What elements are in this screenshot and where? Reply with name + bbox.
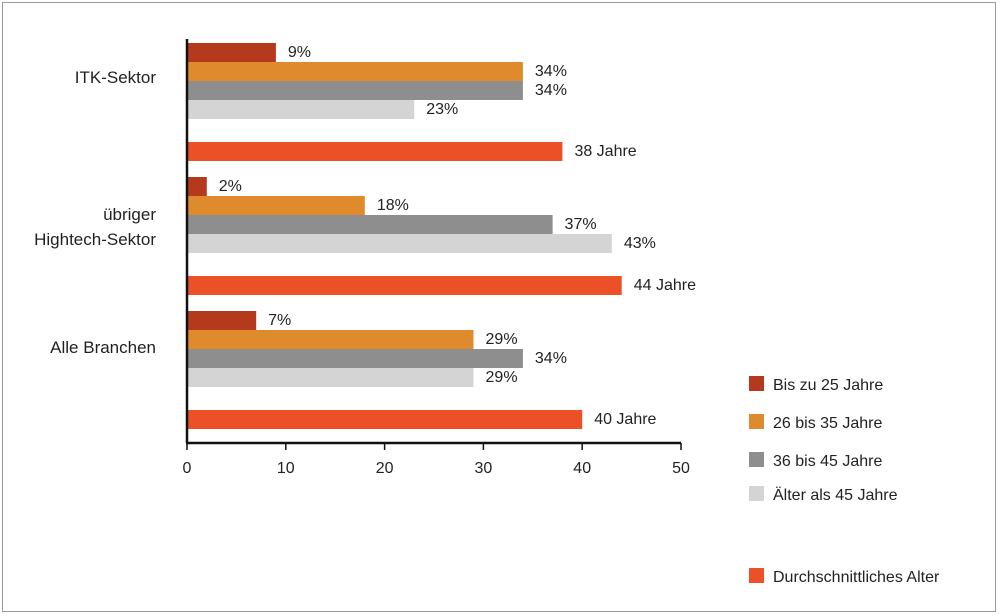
bar-label-3-3: 34% (535, 350, 567, 367)
legend-label-2: 26 bis 35 Jahre (773, 415, 883, 432)
legend-label-4: Älter als 45 Jahre (773, 486, 898, 504)
bar-3-2 (187, 215, 553, 234)
bar-4-3 (187, 368, 474, 387)
bar-label-1-2: 2% (219, 178, 242, 195)
bar-label-4-1: 23% (426, 101, 458, 118)
bar-3-1 (187, 81, 523, 100)
bar-label-4-3: 29% (486, 369, 518, 386)
bar-chart: 9% 2% 7% 34% 18% 29% 34% 37% 34% 23% 43% 29% 38 Jahr… (34, 39, 940, 586)
bar-label-5-3: 40 Jahre (594, 411, 656, 428)
bar-5-1 (187, 142, 563, 161)
bar-label-5-1: 38 Jahre (574, 143, 636, 160)
bar-5-3 (187, 410, 583, 429)
bar-1-2 (187, 177, 207, 196)
bar-4-2 (187, 234, 612, 253)
bar-1-1 (187, 43, 276, 62)
x-tick-label-40: 40 (573, 460, 591, 477)
bar-2-2 (187, 196, 365, 215)
bar-label-3-2: 37% (565, 216, 597, 233)
legend-label-1: Bis zu 25 Jahre (773, 377, 883, 394)
x-tick-label-10: 10 (277, 460, 295, 477)
bar-label-2-1: 34% (535, 63, 567, 80)
x-tick-label-20: 20 (376, 460, 394, 477)
bar-label-5-2: 44 Jahre (634, 277, 696, 294)
category-label-2-line-2: Hightech-Sektor (34, 230, 156, 249)
bar-5-2 (187, 276, 622, 295)
bar-1-3 (187, 311, 257, 330)
bar-3-3 (187, 349, 523, 368)
category-label-1: ITK-Sektor (75, 68, 157, 87)
bar-label-1-3: 7% (268, 312, 291, 329)
x-tick-label-0: 0 (183, 460, 192, 477)
legend-swatch-4 (749, 486, 764, 501)
bar-label-2-3: 29% (486, 331, 518, 348)
legend-label-5: Durchschnittliches Alter (773, 569, 940, 586)
bar-label-3-1: 34% (535, 82, 567, 99)
category-label-3: Alle Branchen (50, 338, 156, 357)
bar-label-1-1: 9% (288, 44, 311, 61)
bar-4-1 (187, 100, 415, 119)
bar-label-2-2: 18% (377, 197, 409, 214)
legend-swatch-2 (749, 414, 764, 429)
bar-2-1 (187, 62, 523, 81)
legend-swatch-1 (749, 376, 764, 391)
bar-label-4-2: 43% (624, 235, 656, 252)
legend-swatch-5 (749, 568, 764, 583)
legend-label-3: 36 bis 45 Jahre (773, 453, 883, 470)
category-label-2-line-1: übriger (103, 205, 156, 224)
legend-swatch-3 (749, 452, 764, 467)
x-tick-label-30: 30 (475, 460, 493, 477)
x-tick-label-50: 50 (672, 460, 690, 477)
bar-2-3 (187, 330, 474, 349)
